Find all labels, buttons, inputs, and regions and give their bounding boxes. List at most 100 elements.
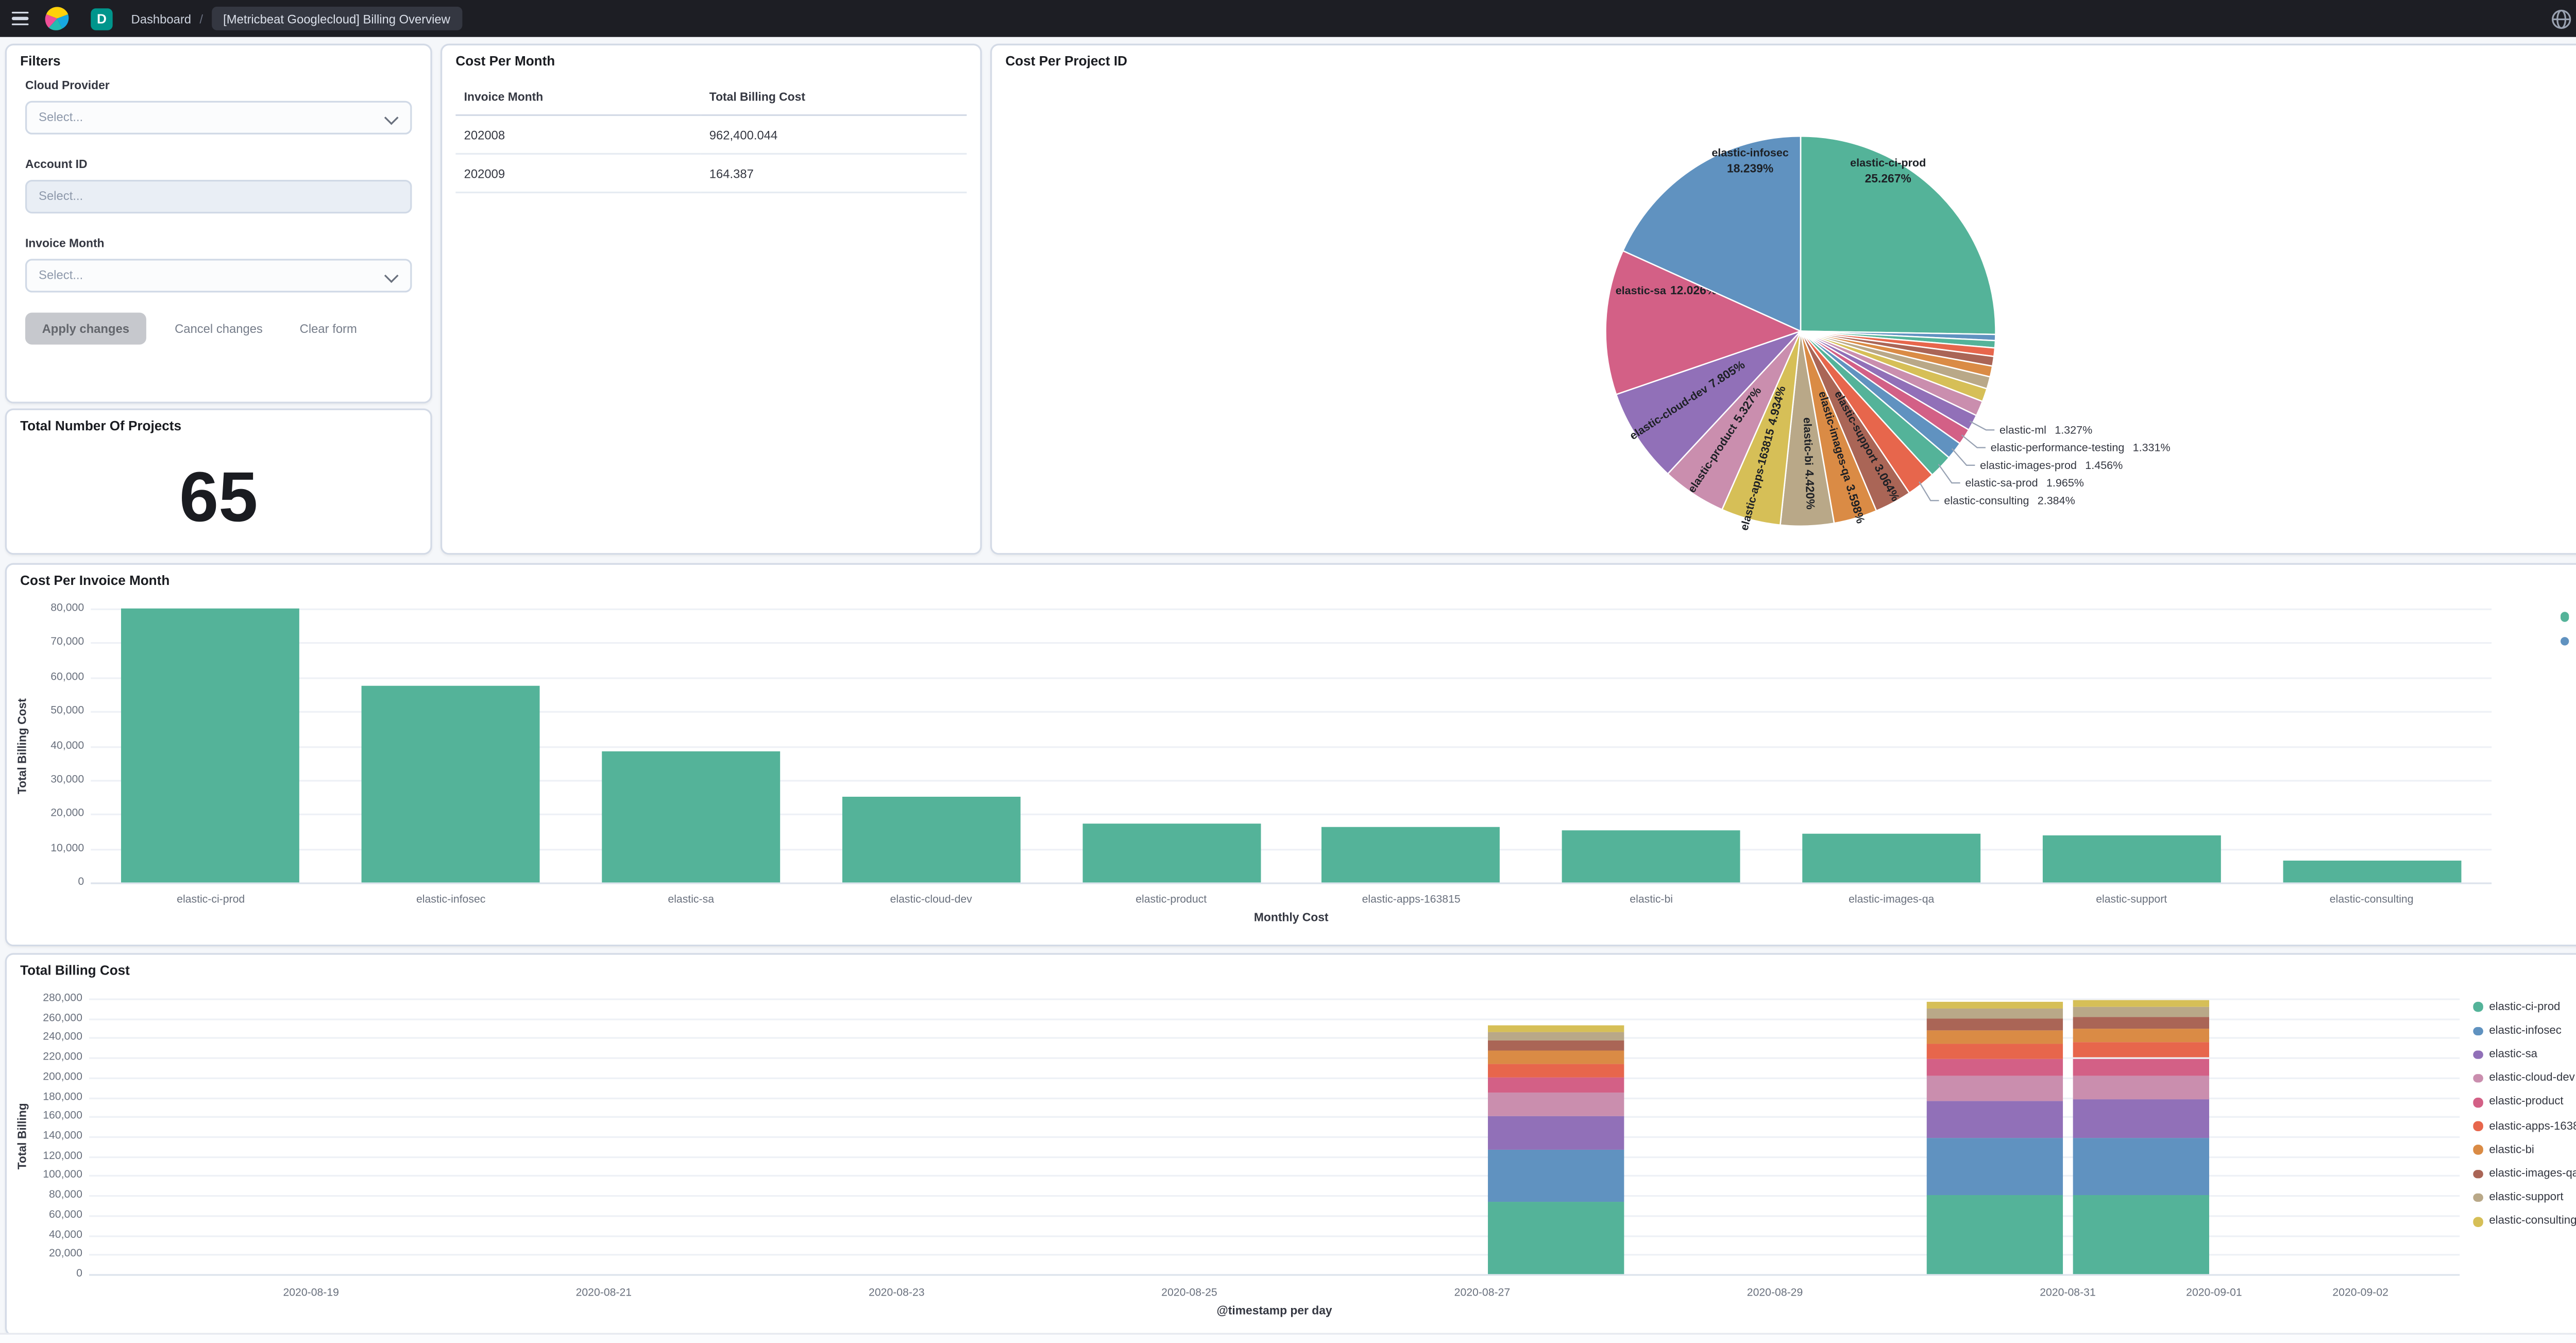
chart-legend: elastic-ci-prod elastic-infosec elastic-sa… — [2473, 995, 2576, 1234]
legend-dot — [2473, 1002, 2483, 1012]
bar-segment-elastic-sa[interactable] — [2073, 1100, 2209, 1138]
cloud-provider-select[interactable]: Select... — [25, 100, 412, 134]
legend-item[interactable]: elastic-infosec — [2473, 1019, 2576, 1043]
bar-segment-elastic-infosec[interactable] — [1487, 1150, 1624, 1202]
legend-dot — [2560, 636, 2570, 646]
bar-segment-elastic-infosec[interactable] — [2073, 1137, 2209, 1195]
x-tick-label: 2020-08-23 — [869, 1287, 925, 1300]
gridline — [91, 780, 2492, 782]
navbar-actions — [2550, 8, 2576, 29]
gridline — [89, 1274, 2460, 1276]
cloud-provider-field: Cloud Provider Select... — [25, 81, 412, 134]
bar-segment-elastic-bi[interactable] — [1487, 1051, 1624, 1064]
bar-segment-elastic-support[interactable] — [2073, 1007, 2209, 1017]
legend-label: elastic-infosec — [2489, 1025, 2562, 1037]
legend-item[interactable]: 202008 — [2560, 605, 2576, 629]
bar-elastic-bi[interactable] — [1562, 830, 1741, 883]
y-axis-title: Total Billing Cost — [18, 697, 30, 794]
bar-segment-elastic-apps-163815[interactable] — [1926, 1044, 2063, 1060]
bar-segment-elastic-sa[interactable] — [1487, 1115, 1624, 1150]
bar-elastic-infosec[interactable] — [362, 685, 540, 883]
legend-dot — [2473, 1050, 2483, 1060]
bar-elastic-apps-163815[interactable] — [1322, 827, 1501, 883]
pie-slice-elastic-infosec[interactable] — [1622, 135, 1802, 332]
globe-icon[interactable] — [2550, 8, 2572, 29]
cancel-changes-button[interactable]: Cancel changes — [166, 321, 271, 336]
legend-item[interactable]: elastic-apps-163815 — [2473, 1114, 2576, 1138]
legend-item[interactable]: elastic-consulting — [2473, 1210, 2576, 1233]
legend-item[interactable]: elastic-ci-prod — [2473, 995, 2576, 1019]
table-cell: 164.387 — [701, 154, 967, 194]
bar-segment-elastic-consulting[interactable] — [2073, 999, 2209, 1008]
apply-changes-button[interactable]: Apply changes — [25, 312, 146, 345]
column-header[interactable]: Total Billing Cost — [701, 82, 967, 116]
gridline — [89, 998, 2460, 1000]
bar-segment-elastic-product[interactable] — [1926, 1059, 2063, 1076]
legend-item[interactable]: 202009 — [2560, 629, 2576, 652]
bar-segment-elastic-consulting[interactable] — [1926, 1001, 2063, 1009]
bar-segment-elastic-ci-prod[interactable] — [1487, 1202, 1624, 1274]
dashboard-grid: Filters Cloud Provider Select... Account… — [0, 37, 2576, 1343]
bar-segment-elastic-bi[interactable] — [2073, 1028, 2209, 1043]
account-id-input[interactable]: Select... — [25, 179, 412, 213]
breadcrumb-dashboard[interactable]: Dashboard — [131, 11, 192, 26]
legend-dot — [2473, 1026, 2483, 1036]
bar-elastic-support[interactable] — [2042, 834, 2221, 883]
bar-segment-elastic-support[interactable] — [1926, 1009, 2063, 1019]
bar-segment-elastic-ci-prod[interactable] — [1926, 1195, 2063, 1274]
account-id-placeholder: Select... — [39, 188, 83, 204]
bar-segment-elastic-support[interactable] — [1487, 1031, 1624, 1040]
bar-segment-elastic-images-qa[interactable] — [1926, 1018, 2063, 1030]
legend-dot — [2473, 1098, 2483, 1107]
invoice-month-select[interactable]: Select... — [25, 258, 412, 292]
gridline — [91, 848, 2492, 850]
legend-item[interactable]: elastic-bi — [2473, 1138, 2576, 1162]
space-badge[interactable]: D — [91, 7, 113, 30]
horizontal-scrollbar-track[interactable] — [0, 1333, 2576, 1343]
bar-segment-elastic-cloud-dev[interactable] — [1926, 1076, 2063, 1101]
cloud-provider-label: Cloud Provider — [25, 80, 110, 93]
bar-elastic-images-qa[interactable] — [1802, 833, 1981, 883]
pie-slice-elastic-sa[interactable] — [1605, 249, 1803, 396]
legend-dot — [2473, 1073, 2483, 1083]
bar-segment-elastic-consulting[interactable] — [1487, 1025, 1624, 1032]
table-cell: 962,400.044 — [701, 115, 967, 155]
cost-per-invoice-month-panel: Cost Per Invoice Month ⋯ 010,00020,00030… — [5, 563, 2576, 947]
breadcrumb-current: [Metricbeat Googlecloud] Billing Overvie… — [211, 7, 462, 30]
clear-form-button[interactable]: Clear form — [291, 321, 365, 336]
bar-elastic-product[interactable] — [1082, 824, 1261, 883]
bar-segment-elastic-cloud-dev[interactable] — [1487, 1093, 1624, 1116]
bar-segment-elastic-ci-prod[interactable] — [2073, 1195, 2209, 1274]
bar-segment-elastic-cloud-dev[interactable] — [2073, 1075, 2209, 1100]
bar-segment-elastic-product[interactable] — [2073, 1058, 2209, 1075]
bar-elastic-sa[interactable] — [602, 750, 781, 883]
column-header[interactable]: Invoice Month — [455, 82, 701, 116]
pie-slice-elastic-cloud-dev[interactable] — [1615, 330, 1801, 475]
legend-item[interactable]: elastic-sa — [2473, 1043, 2576, 1066]
y-tick-label: 50,000 — [50, 705, 84, 717]
cost-per-month-panel: Cost Per Month Invoice Month Total Billin… — [440, 43, 982, 555]
bar-elastic-cloud-dev[interactable] — [842, 797, 1021, 883]
pie-slice-elastic-ci-prod[interactable] — [1800, 135, 1996, 335]
bar-elastic-consulting[interactable] — [2282, 860, 2461, 883]
legend-item[interactable]: elastic-product — [2473, 1090, 2576, 1114]
legend-item[interactable]: elastic-images-qa — [2473, 1162, 2576, 1186]
x-tick-label: elastic-sa — [668, 894, 715, 906]
gridline — [91, 677, 2492, 679]
menu-button[interactable] — [0, 0, 40, 37]
bar-segment-elastic-images-qa[interactable] — [1487, 1040, 1624, 1051]
bar-segment-elastic-apps-163815[interactable] — [1487, 1063, 1624, 1078]
legend-label: elastic-bi — [2489, 1144, 2534, 1156]
bar-segment-elastic-product[interactable] — [1487, 1077, 1624, 1093]
bar-elastic-ci-prod[interactable] — [122, 609, 300, 883]
cost-per-month-title: Cost Per Month — [455, 54, 555, 69]
bar-segment-elastic-bi[interactable] — [1926, 1030, 2063, 1044]
x-tick-label: elastic-bi — [1630, 894, 1673, 906]
elastic-logo[interactable] — [44, 5, 71, 32]
legend-item[interactable]: elastic-cloud-dev — [2473, 1067, 2576, 1090]
bar-segment-elastic-infosec[interactable] — [1926, 1138, 2063, 1196]
bar-segment-elastic-apps-163815[interactable] — [2073, 1042, 2209, 1059]
legend-item[interactable]: elastic-support — [2473, 1186, 2576, 1210]
bar-segment-elastic-images-qa[interactable] — [2073, 1017, 2209, 1029]
bar-segment-elastic-sa[interactable] — [1926, 1100, 2063, 1138]
